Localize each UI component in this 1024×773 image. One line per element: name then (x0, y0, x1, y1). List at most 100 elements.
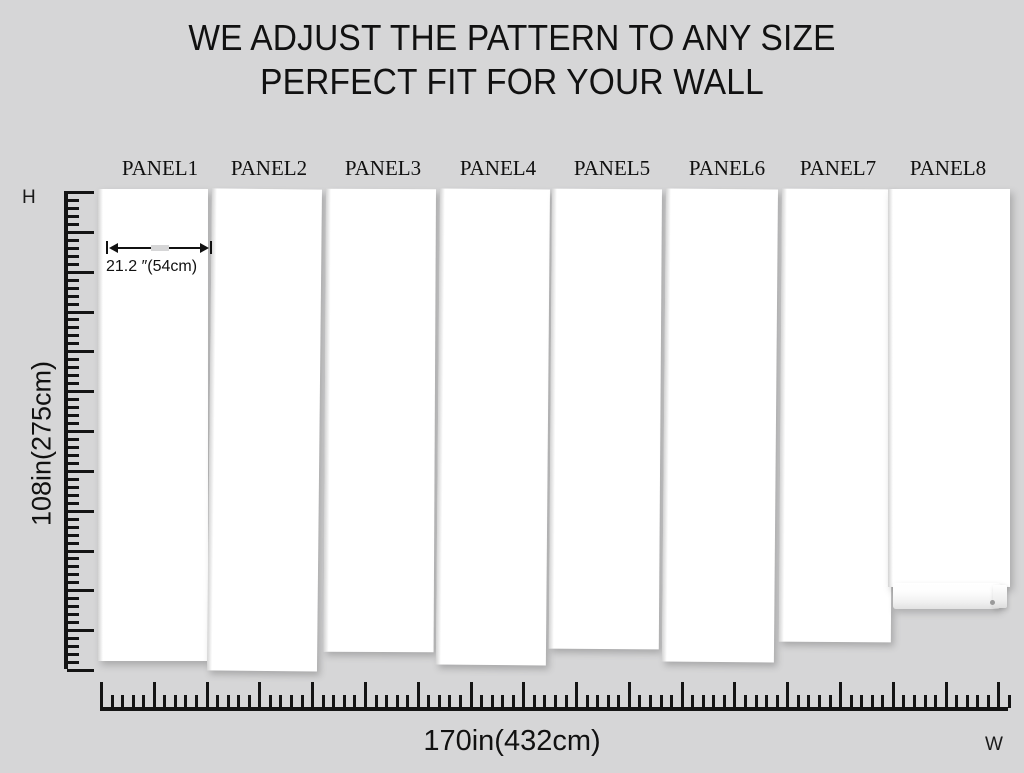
wallpaper-panel (323, 188, 436, 653)
rolled-panel-core (990, 600, 995, 605)
ruler-tick-minor (501, 695, 504, 708)
ruler-tick-minor (67, 207, 79, 210)
ruler-tick-minor (67, 406, 79, 409)
ruler-tick-minor (174, 695, 177, 708)
ruler-tick-minor (248, 695, 251, 708)
ruler-tick-major (575, 682, 578, 708)
rolled-panel-bottom (893, 583, 1001, 609)
ruler-tick-minor (712, 695, 715, 708)
ruler-tick-minor (976, 695, 979, 708)
ruler-tick-minor (67, 645, 79, 648)
ruler-tick-minor (343, 695, 346, 708)
ruler-tick-minor (195, 695, 198, 708)
ruler-tick-minor (67, 295, 79, 298)
ruler-tick-minor (67, 422, 79, 425)
ruler-tick-minor (723, 695, 726, 708)
ruler-tick-minor (67, 438, 79, 441)
ruler-tick-major (67, 589, 94, 592)
panel-label-6: PANEL6 (688, 156, 766, 180)
ruler-tick-minor (67, 414, 79, 417)
ruler-tick-major (67, 550, 94, 553)
ruler-tick-minor (67, 342, 79, 345)
ruler-tick-minor (67, 239, 79, 242)
ruler-tick-minor (438, 695, 441, 708)
ruler-tick-minor (67, 334, 79, 337)
ruler-tick-minor (67, 454, 79, 457)
ruler-tick-minor (934, 695, 937, 708)
ruler-tick-minor (67, 303, 79, 306)
width-axis-letter: W (985, 734, 1003, 755)
ruler-tick-minor (807, 695, 810, 708)
dimension-bar-gap (151, 245, 169, 251)
panel-label-5: PANEL5 (573, 156, 651, 180)
ruler-tick-minor (702, 695, 705, 708)
ruler-tick-major (153, 682, 156, 708)
ruler-tick-major (417, 682, 420, 708)
ruler-tick-minor (67, 486, 79, 489)
dimension-cap-right (210, 241, 212, 254)
ruler-tick-minor (586, 695, 589, 708)
ruler-tick-major (258, 682, 261, 708)
ruler-tick-minor (67, 518, 79, 521)
ruler-tick-major (67, 510, 94, 513)
ruler-tick-major (364, 682, 367, 708)
ruler-tick-minor (966, 695, 969, 708)
ruler-tick-minor (850, 695, 853, 708)
horizontal-ruler (100, 681, 1011, 711)
ruler-tick-minor (67, 366, 79, 369)
ruler-tick-minor (67, 613, 79, 616)
ruler-tick-minor (121, 695, 124, 708)
ruler-tick-minor (142, 695, 145, 708)
ruler-tick-minor (459, 695, 462, 708)
ruler-tick-minor (480, 695, 483, 708)
ruler-tick-minor (332, 695, 335, 708)
panel-label-4: PANEL4 (459, 156, 537, 180)
ruler-tick-minor (755, 695, 758, 708)
ruler-tick-minor (691, 695, 694, 708)
panel-label-7: PANEL7 (799, 156, 877, 180)
ruler-tick-major (206, 682, 209, 708)
ruler-tick-minor (322, 695, 325, 708)
ruler-tick-major (892, 682, 895, 708)
ruler-tick-minor (301, 695, 304, 708)
ruler-tick-major (67, 390, 94, 393)
ruler-tick-minor (67, 621, 79, 624)
ruler-tick-minor (607, 695, 610, 708)
ruler-tick-major (67, 231, 94, 234)
ruler-tick-minor (67, 557, 79, 560)
ruler-tick-major (67, 629, 94, 632)
ruler-tick-minor (1008, 695, 1011, 708)
ruler-tick-minor (67, 494, 79, 497)
ruler-tick-minor (227, 695, 230, 708)
ruler-tick-major (839, 682, 842, 708)
ruler-tick-major (733, 682, 736, 708)
horizontal-ruler-spine (100, 707, 1008, 711)
ruler-tick-minor (955, 695, 958, 708)
panel-label-1: PANEL1 (121, 156, 199, 180)
ruler-tick-minor (448, 695, 451, 708)
panel-label-2: PANEL2 (230, 156, 308, 180)
ruler-tick-minor (67, 597, 79, 600)
width-measurement-label: 170in(432cm) (423, 725, 601, 757)
ruler-tick-minor (269, 695, 272, 708)
ruler-tick-minor (279, 695, 282, 708)
ruler-tick-major (67, 191, 94, 194)
title-line-1: WE ADJUST THE PATTERN TO ANY SIZE (188, 17, 836, 58)
panel-width-label: 21.2 ″(54cm) (106, 258, 198, 275)
rolled-panel-end-cap (993, 585, 1007, 608)
ruler-tick-minor (67, 573, 79, 576)
title-line-2: PERFECT FIT FOR YOUR WALL (260, 61, 764, 102)
ruler-tick-minor (67, 287, 79, 290)
ruler-tick-minor (649, 695, 652, 708)
ruler-tick-minor (67, 318, 79, 321)
ruler-tick-minor (818, 695, 821, 708)
ruler-tick-minor (67, 502, 79, 505)
panel-label-3: PANEL3 (344, 156, 422, 180)
ruler-tick-minor (533, 695, 536, 708)
arrow-right-icon (200, 243, 209, 253)
ruler-tick-minor (67, 565, 79, 568)
ruler-tick-minor (216, 695, 219, 708)
ruler-tick-minor (67, 247, 79, 250)
ruler-tick-minor (67, 542, 79, 545)
